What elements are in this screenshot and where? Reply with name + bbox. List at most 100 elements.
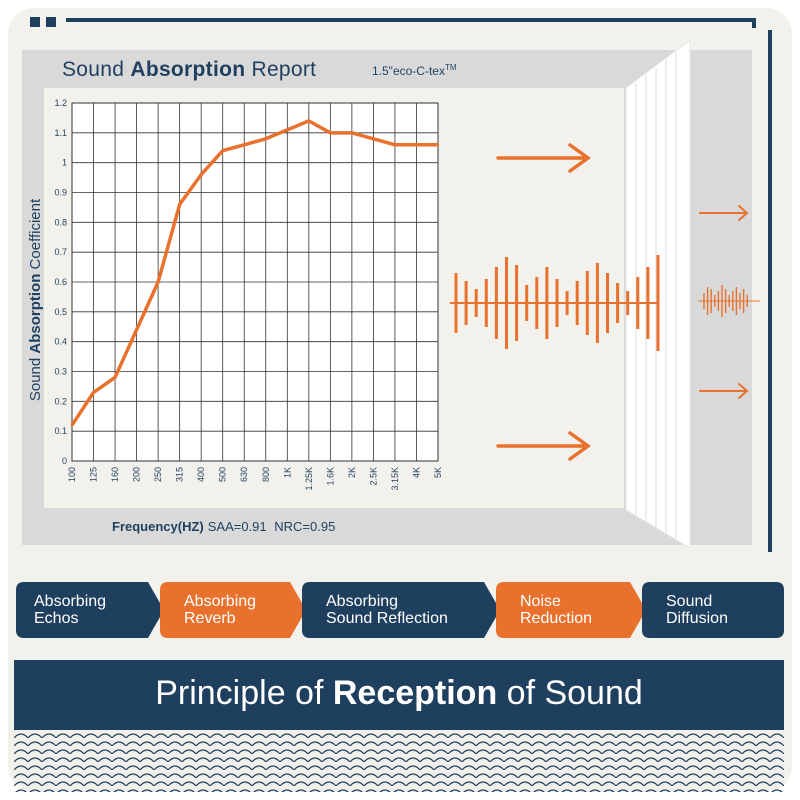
wave-bar bbox=[735, 287, 738, 315]
frame-right-line bbox=[768, 30, 772, 552]
wave-bar bbox=[515, 265, 519, 341]
waveform-icon bbox=[698, 285, 760, 317]
category-arrow-shape bbox=[16, 582, 164, 638]
wave-bar bbox=[706, 287, 709, 315]
x-tick-label: 1.25K bbox=[304, 467, 314, 491]
y-tick-label: 0.9 bbox=[54, 188, 67, 198]
x-ticks: 100 125 160 200 250 315 400 500 630 800 1K 1.25K 1.6… bbox=[67, 467, 443, 491]
category-shape bbox=[642, 582, 784, 638]
waveform-icon bbox=[450, 255, 660, 351]
arrow-right-icon bbox=[699, 205, 749, 221]
x-tick-label: 250 bbox=[153, 467, 163, 482]
x-tick-label: 800 bbox=[261, 467, 271, 482]
category-item: Absorbing Echos bbox=[16, 582, 164, 638]
wave-bar bbox=[746, 295, 748, 307]
category-label: Absorbing Sound Reflection bbox=[326, 593, 448, 627]
wave-bar bbox=[525, 285, 529, 321]
header-dots bbox=[30, 14, 62, 27]
category-shape bbox=[16, 582, 164, 638]
x-tick-label: 4K bbox=[411, 467, 421, 478]
y-tick-label: 1.2 bbox=[54, 98, 67, 108]
category-arrow-shape bbox=[160, 582, 306, 638]
wave-bar bbox=[710, 289, 712, 313]
data-point bbox=[307, 119, 311, 123]
arrow-right-icon bbox=[496, 431, 591, 461]
x-tick-label: 200 bbox=[132, 467, 142, 482]
x-tick-label: 3.15K bbox=[390, 467, 400, 491]
wave-bar bbox=[626, 291, 630, 315]
x-tick-label: 160 bbox=[110, 467, 120, 482]
wave-pattern bbox=[14, 730, 784, 792]
y-tick-label: 0.8 bbox=[54, 217, 67, 227]
data-point bbox=[178, 203, 181, 206]
y-tick-label: 0.3 bbox=[54, 367, 67, 377]
category-shape bbox=[160, 582, 306, 638]
footer-title: Principle of Reception of Sound bbox=[155, 674, 643, 712]
wave-bar bbox=[585, 271, 589, 335]
category-shape bbox=[302, 582, 500, 638]
wave-bar bbox=[565, 291, 569, 315]
wave-bar bbox=[728, 295, 730, 307]
category-item: Absorbing Reverb bbox=[160, 582, 306, 638]
wave-bar bbox=[545, 267, 549, 339]
data-point bbox=[243, 143, 246, 146]
y-ticks: 0 0.1 0.2 0.3 0.4 0.5 0.6 0.7 0.8 0.9 1 1.1 1.2 bbox=[54, 98, 67, 466]
x-tick-label: 2K bbox=[347, 467, 357, 478]
category-item: Noise Reduction bbox=[496, 582, 646, 638]
x-tick-label: 630 bbox=[239, 467, 249, 482]
wave-bar bbox=[505, 257, 508, 349]
wave-bar bbox=[636, 277, 640, 329]
wave-bar bbox=[739, 293, 741, 309]
data-point bbox=[70, 424, 74, 427]
wave-bar bbox=[732, 291, 734, 311]
series-points bbox=[70, 119, 440, 427]
x-tick-label: 500 bbox=[218, 467, 228, 482]
wave-bar bbox=[656, 255, 660, 351]
data-point bbox=[264, 137, 267, 140]
x-tick-label: 2.5K bbox=[368, 467, 378, 486]
y-tick-label: 0.6 bbox=[54, 277, 67, 287]
wave-bar bbox=[474, 289, 478, 317]
wave-bar bbox=[494, 267, 498, 339]
wave-bar bbox=[555, 279, 559, 327]
y-tick-label: 0.7 bbox=[54, 247, 67, 257]
data-point bbox=[415, 143, 418, 146]
wave-bar bbox=[703, 293, 705, 309]
category-label: Absorbing Echos bbox=[34, 593, 107, 627]
wave-bar bbox=[646, 267, 650, 339]
data-point bbox=[113, 376, 117, 379]
x-tick-label: 1K bbox=[282, 467, 292, 478]
y-tick-label: 0.4 bbox=[54, 337, 67, 347]
product-name: 1.5"eco-C-texTM bbox=[372, 63, 457, 78]
wave-bar bbox=[575, 281, 579, 325]
frame-top-line bbox=[66, 18, 756, 22]
y-tick-label: 0.1 bbox=[54, 426, 67, 436]
wave-bar bbox=[595, 263, 599, 343]
data-point bbox=[156, 280, 160, 284]
wave-bar bbox=[742, 289, 745, 313]
wave-bar bbox=[484, 279, 488, 327]
y-tick-label: 1.1 bbox=[54, 128, 67, 138]
x-tick-label: 1.6K bbox=[325, 467, 335, 486]
y-tick-label: 1 bbox=[62, 158, 67, 168]
category-label: Absorbing Reverb bbox=[184, 593, 257, 627]
x-axis-label: Frequency(HZ) SAA=0.91 NRC=0.95 bbox=[112, 519, 336, 534]
category-shape bbox=[496, 582, 646, 638]
report-title: Sound Absorption Report bbox=[62, 58, 317, 81]
frame-top-corner bbox=[752, 18, 756, 28]
x-tick-label: 400 bbox=[196, 467, 206, 482]
wave-bar bbox=[714, 295, 716, 307]
data-point bbox=[372, 137, 375, 140]
wave-bar bbox=[717, 291, 720, 311]
arrow-right-icon bbox=[496, 143, 591, 173]
x-tick-label: 5K bbox=[433, 467, 443, 478]
wave-bar bbox=[464, 281, 468, 325]
data-point bbox=[329, 131, 332, 135]
y-tick-label: 0 bbox=[62, 456, 67, 466]
wave-bar bbox=[535, 277, 539, 329]
data-point bbox=[135, 328, 138, 331]
y-tick-label: 0.5 bbox=[54, 307, 67, 317]
footer-banner: Principle of Reception of Sound bbox=[14, 660, 784, 730]
